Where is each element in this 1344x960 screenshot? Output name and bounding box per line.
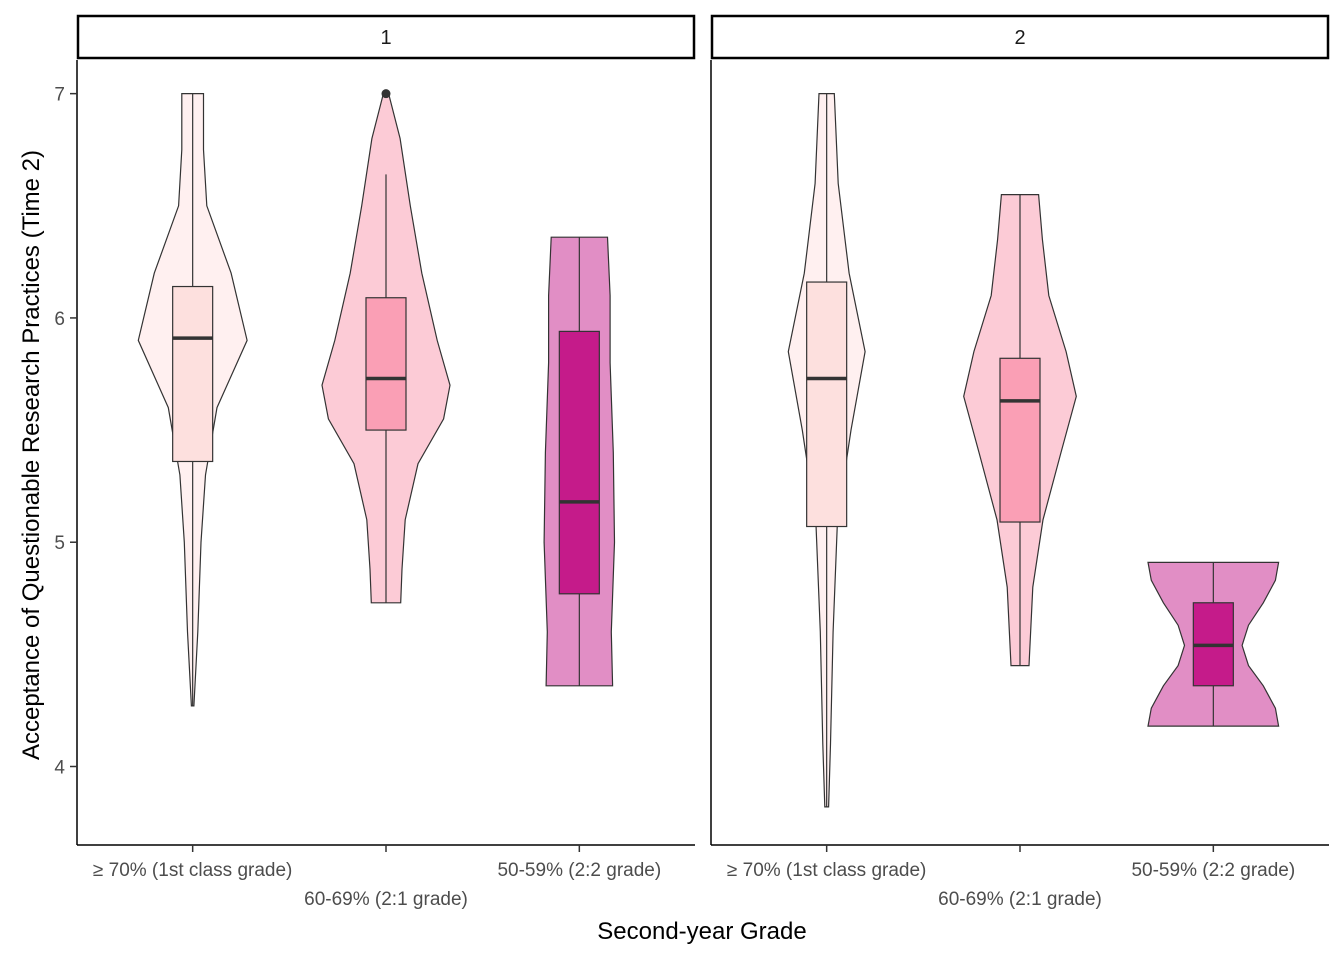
x-tick-label: ≥ 70% (1st class grade) — [727, 860, 926, 881]
x-tick-label: 60-69% (2:1 grade) — [304, 889, 468, 910]
y-tick-label: 7 — [54, 85, 65, 106]
y-tick-label: 6 — [54, 309, 65, 330]
y-tick-label: 4 — [54, 758, 65, 779]
x-axis-title: Second-year Grade — [597, 918, 806, 945]
box — [806, 281, 848, 528]
facet-strip-label: 2 — [1014, 27, 1025, 49]
axes: ≥ 70% (1st class grade) 60-69% (2:1 grade… — [54, 60, 1329, 910]
facet-panels — [137, 89, 1280, 808]
facet-strip-label: 1 — [380, 27, 391, 49]
x-tick-label: ≥ 70% (1st class grade) — [93, 860, 292, 881]
x-tick-label: 50-59% (2:2 grade) — [1131, 860, 1295, 881]
box — [558, 330, 600, 595]
outlier-point — [381, 89, 391, 99]
x-tick-label: 60-69% (2:1 grade) — [938, 889, 1102, 910]
facet-strip-box — [710, 14, 1330, 60]
y-tick-label: 5 — [54, 533, 65, 554]
y-axis-title: Acceptance of Questionable Research Prac… — [18, 150, 45, 760]
box — [172, 285, 214, 463]
facet-panel-2 — [787, 93, 1280, 808]
box — [999, 357, 1041, 523]
box — [365, 297, 407, 431]
facet-panel-1 — [137, 89, 616, 707]
x-tick-label: 50-59% (2:2 grade) — [497, 860, 661, 881]
facet-strip-box — [76, 14, 696, 60]
